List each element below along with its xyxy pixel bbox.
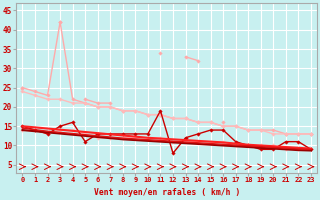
X-axis label: Vent moyen/en rafales ( km/h ): Vent moyen/en rafales ( km/h ) <box>93 188 240 197</box>
